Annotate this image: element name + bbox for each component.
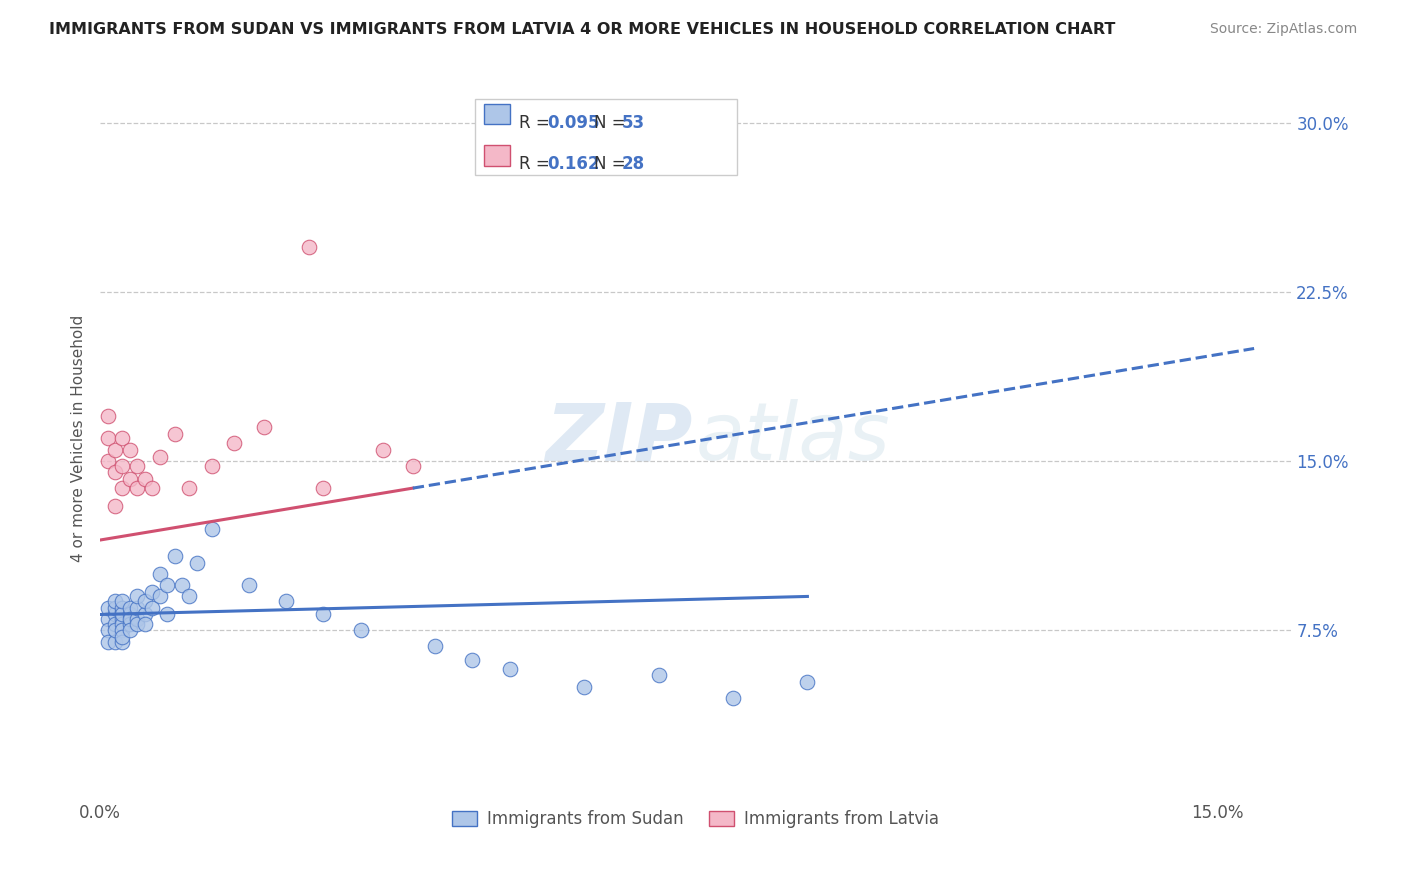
Point bbox=[134, 472, 156, 486]
Point bbox=[104, 499, 127, 513]
Text: 28: 28 bbox=[621, 154, 645, 173]
Point bbox=[371, 442, 394, 457]
Point bbox=[179, 590, 201, 604]
Bar bbox=[484, 104, 510, 124]
Point bbox=[312, 481, 335, 495]
Point bbox=[312, 607, 335, 622]
Point bbox=[498, 662, 520, 676]
Point bbox=[97, 600, 120, 615]
Point bbox=[111, 634, 134, 648]
Point bbox=[111, 607, 134, 622]
Point bbox=[104, 600, 127, 615]
Y-axis label: 4 or more Vehicles in Household: 4 or more Vehicles in Household bbox=[72, 315, 86, 562]
Point bbox=[111, 432, 134, 446]
Point bbox=[156, 607, 179, 622]
Point bbox=[134, 594, 156, 608]
Point bbox=[111, 616, 134, 631]
Text: IMMIGRANTS FROM SUDAN VS IMMIGRANTS FROM LATVIA 4 OR MORE VEHICLES IN HOUSEHOLD : IMMIGRANTS FROM SUDAN VS IMMIGRANTS FROM… bbox=[49, 22, 1115, 37]
Point bbox=[179, 481, 201, 495]
Point bbox=[127, 600, 149, 615]
Text: R =: R = bbox=[519, 154, 555, 173]
Point bbox=[572, 680, 595, 694]
Point bbox=[141, 585, 163, 599]
FancyBboxPatch shape bbox=[475, 99, 737, 175]
Point bbox=[134, 616, 156, 631]
Point bbox=[170, 578, 193, 592]
Point bbox=[721, 690, 744, 705]
Point bbox=[134, 607, 156, 622]
Point bbox=[104, 616, 127, 631]
Point bbox=[118, 612, 141, 626]
Text: 0.162: 0.162 bbox=[547, 154, 599, 173]
Point bbox=[201, 458, 224, 473]
Point bbox=[97, 432, 120, 446]
Text: N =: N = bbox=[595, 114, 631, 132]
Legend: Immigrants from Sudan, Immigrants from Latvia: Immigrants from Sudan, Immigrants from L… bbox=[446, 803, 946, 835]
Point bbox=[111, 481, 134, 495]
Point bbox=[186, 556, 208, 570]
Point bbox=[461, 652, 484, 666]
Text: atlas: atlas bbox=[696, 400, 890, 477]
Point bbox=[127, 590, 149, 604]
Point bbox=[163, 549, 186, 563]
Point bbox=[104, 607, 127, 622]
Point bbox=[163, 427, 186, 442]
Text: 53: 53 bbox=[621, 114, 645, 132]
Point bbox=[402, 458, 425, 473]
Text: 0.095: 0.095 bbox=[547, 114, 599, 132]
Point bbox=[97, 634, 120, 648]
Point bbox=[127, 458, 149, 473]
Point bbox=[97, 624, 120, 638]
Point bbox=[149, 590, 172, 604]
Point bbox=[104, 442, 127, 457]
Text: ZIP: ZIP bbox=[544, 400, 692, 477]
Text: N =: N = bbox=[595, 154, 631, 173]
Point bbox=[127, 616, 149, 631]
Point bbox=[118, 600, 141, 615]
Point bbox=[104, 594, 127, 608]
Point bbox=[796, 675, 818, 690]
Point bbox=[127, 481, 149, 495]
Point bbox=[276, 594, 298, 608]
Point bbox=[118, 616, 141, 631]
Point bbox=[127, 612, 149, 626]
Point bbox=[149, 566, 172, 581]
Bar bbox=[484, 145, 510, 166]
Text: R =: R = bbox=[519, 114, 555, 132]
Point bbox=[111, 605, 134, 619]
Point bbox=[111, 624, 134, 638]
Point bbox=[104, 624, 127, 638]
Point bbox=[118, 442, 141, 457]
Point bbox=[111, 458, 134, 473]
Point bbox=[118, 472, 141, 486]
Point bbox=[111, 630, 134, 644]
Point bbox=[97, 454, 120, 468]
Point bbox=[104, 466, 127, 480]
Point bbox=[297, 240, 319, 254]
Point bbox=[141, 481, 163, 495]
Point bbox=[141, 600, 163, 615]
Point bbox=[149, 450, 172, 464]
Point bbox=[118, 624, 141, 638]
Point bbox=[647, 668, 669, 682]
Point bbox=[97, 612, 120, 626]
Point bbox=[350, 624, 373, 638]
Point bbox=[253, 420, 276, 434]
Point bbox=[423, 639, 446, 653]
Point bbox=[111, 612, 134, 626]
Point bbox=[118, 607, 141, 622]
Point bbox=[224, 436, 246, 450]
Point bbox=[97, 409, 120, 423]
Point bbox=[104, 634, 127, 648]
Point bbox=[111, 594, 134, 608]
Point bbox=[238, 578, 260, 592]
Text: Source: ZipAtlas.com: Source: ZipAtlas.com bbox=[1209, 22, 1357, 37]
Point bbox=[201, 522, 224, 536]
Point bbox=[156, 578, 179, 592]
Point bbox=[111, 600, 134, 615]
